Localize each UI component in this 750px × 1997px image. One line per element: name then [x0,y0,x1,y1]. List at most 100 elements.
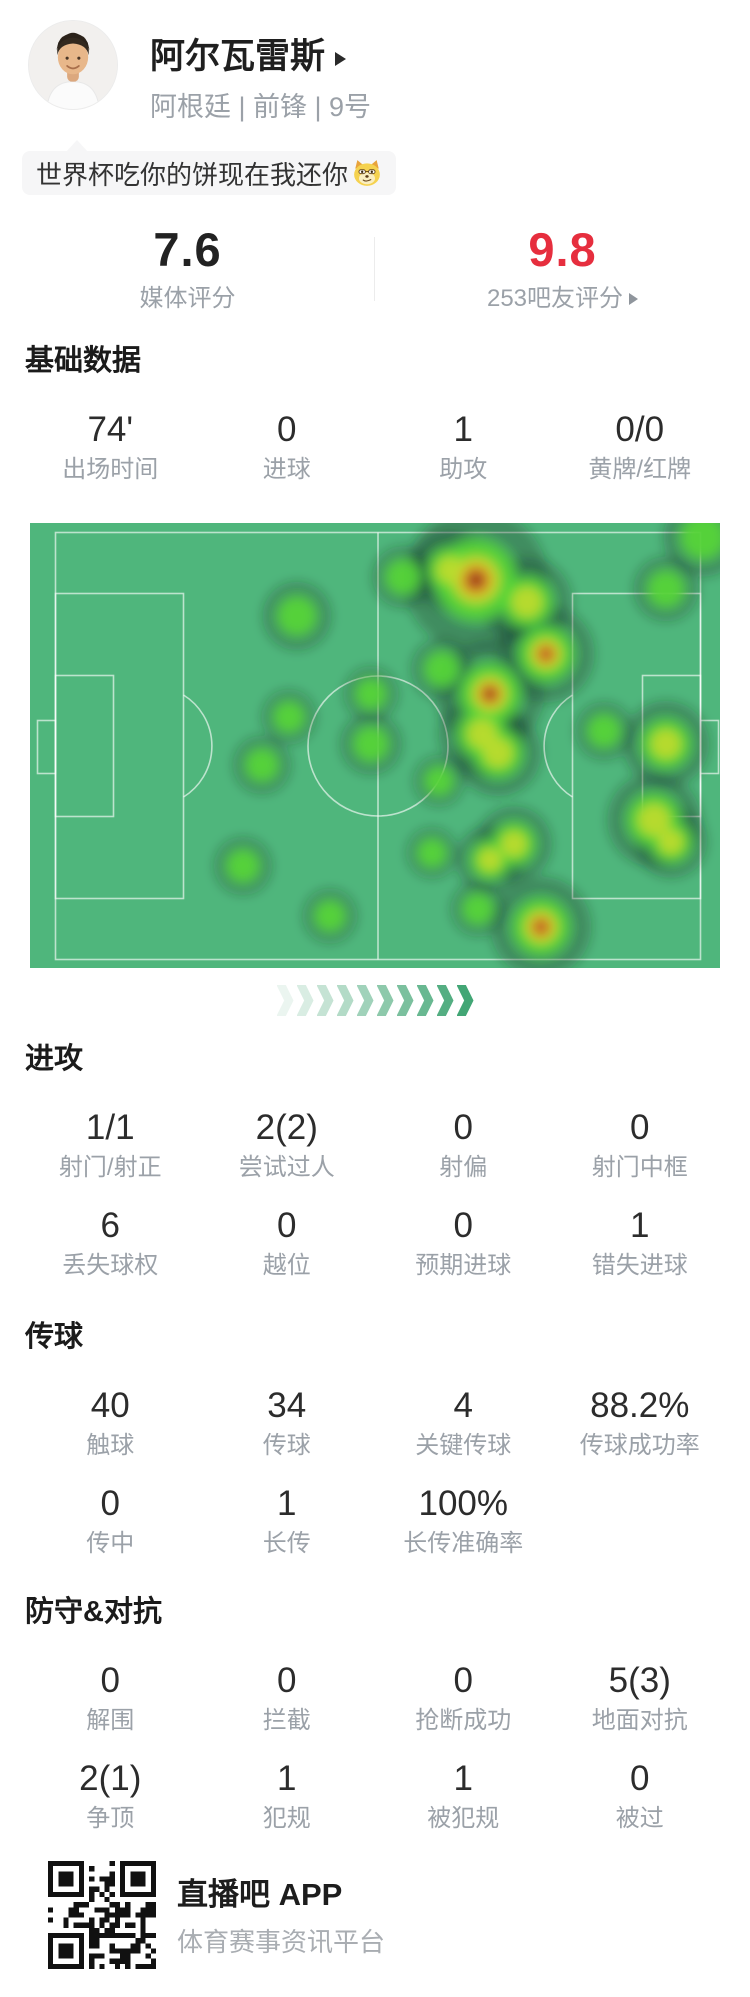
attack-direction-chevrons [0,985,750,1016]
stat-value: 1 [630,1206,650,1245]
stat-label: 丢失球权 [62,1252,159,1279]
stat-cell: 0 射偏 [375,1106,552,1182]
stat-cell: 0 传中 [22,1482,199,1558]
stat-row: 0 解围 0 拦截 0 抢断成功 5(3) 地面对抗 [0,1659,750,1735]
stat-cell: 5(3) 地面对抗 [552,1659,729,1735]
qr-code [48,1861,156,1969]
caret-right-icon [335,51,347,66]
stat-cell: 0 进球 [199,408,376,484]
media-rating-label-text: 媒体评分 [139,285,236,312]
ratings-divider [374,237,375,301]
heat-blobs [214,523,720,968]
chevron-right-icon [296,985,314,1016]
stat-rows: 40 触球 34 传球 4 关键传球 88.2% 传球成功率 0 传中 1 长传 100% 长传准确率 [0,1384,750,1558]
stat-label: 出场时间 [62,456,159,483]
stat-label: 被过 [615,1805,664,1832]
stat-cell: 0 射门中框 [552,1106,729,1182]
media-rating-label: 媒体评分 [0,285,375,313]
stat-label: 黄牌/红牌 [588,456,692,483]
stat-rows: 74' 出场时间 0 进球 1 助攻 0/0 黄牌/红牌 [0,408,750,484]
stat-value: 0 [453,1108,473,1147]
stat-value: 1 [453,1759,473,1798]
stat-value: 0 [630,1108,650,1147]
stat-label: 长传准确率 [403,1530,524,1557]
stat-rows: 1/1 射门/射正 2(2) 尝试过人 0 射偏 0 射门中框 6 丢失球权 0 越位 0 预期进球 1 错失… [0,1106,750,1280]
stat-cell: 1 长传 [199,1482,376,1558]
stat-label: 射偏 [439,1154,488,1181]
stat-label: 助攻 [439,456,488,483]
chevron-right-icon [276,985,294,1016]
section-passing: 传球 40 触球 34 传球 4 关键传球 88.2% 传球成功率 0 传中 1 长传 100% 长传准确率 [0,1321,750,1580]
ratings-panel: 7.6 媒体评分 9.8 253吧友评分 [0,224,750,320]
stat-value: 6 [100,1206,120,1245]
stat-value: 0 [453,1661,473,1700]
stat-value: 4 [453,1386,473,1425]
stat-label: 越位 [262,1252,311,1279]
position-heatmap [30,523,720,968]
stat-value: 1 [277,1484,297,1523]
chevron-right-icon [316,985,334,1016]
stat-label: 射门中框 [591,1154,688,1181]
stat-cell: 100% 长传准确率 [375,1482,552,1558]
stat-cell: 0 被过 [552,1757,729,1833]
heatmap-svg [30,523,720,968]
stat-value: 2(2) [255,1108,318,1147]
section-title: 进攻 [25,1043,84,1075]
chevron-right-icon [336,985,354,1016]
quote-text: 世界杯吃你的饼现在我还你 [36,159,349,190]
stat-cell: 1 助攻 [375,408,552,484]
stat-row: 40 触球 34 传球 4 关键传球 88.2% 传球成功率 [0,1384,750,1460]
stat-label: 被犯规 [427,1805,500,1832]
stat-value: 100% [418,1484,509,1523]
player-avatar[interactable] [28,20,118,110]
stat-value: 1 [277,1759,297,1798]
app-name: 直播吧 APP [177,1877,343,1912]
stat-value: 0 [630,1759,650,1798]
stat-label: 犯规 [262,1805,311,1832]
stat-value: 1/1 [85,1108,135,1147]
stat-label: 争顶 [86,1805,135,1832]
section-defense: 防守&对抗 0 解围 0 拦截 0 抢断成功 5(3) 地面对抗 2(1) 争顶 1 犯规 1 被犯规 0 被过 [0,1596,750,1855]
stat-value: 0 [100,1484,120,1523]
stat-cell: 34 传球 [199,1384,376,1460]
stat-cell: 1 被犯规 [375,1757,552,1833]
stat-cell: 88.2% 传球成功率 [552,1384,729,1460]
stat-cell: 6 丢失球权 [22,1204,199,1280]
stat-cell: 1/1 射门/射正 [22,1106,199,1182]
stat-value: 0 [453,1206,473,1245]
stat-label: 传球成功率 [579,1432,700,1459]
stat-value: 0 [277,1661,297,1700]
chevron-right-icon [376,985,394,1016]
stat-label: 尝试过人 [238,1154,335,1181]
media-rating-value: 7.6 [153,223,222,276]
qr-code-svg [48,1861,156,1969]
app-tagline: 体育赛事资讯平台 [177,1927,386,1957]
stat-label: 触球 [86,1432,135,1459]
stat-label: 解围 [86,1707,135,1734]
player-name-row[interactable]: 阿尔瓦雷斯 [150,34,347,80]
stat-label: 传中 [86,1530,135,1557]
section-attack: 进攻 1/1 射门/射正 2(2) 尝试过人 0 射偏 0 射门中框 6 丢失球权 0 越位 0 预期进球 1… [0,1043,750,1302]
stat-label: 地面对抗 [591,1707,688,1734]
stat-label: 长传 [262,1530,311,1557]
stat-value: 1 [453,410,473,449]
section-basic-data: 基础数据 74' 出场时间 0 进球 1 助攻 0/0 黄牌/红牌 [0,345,750,506]
stat-label: 抢断成功 [415,1707,512,1734]
stat-value: 40 [90,1386,130,1425]
stat-label: 预期进球 [415,1252,512,1279]
player-photo [29,21,117,109]
fans-rating[interactable]: 9.8 253吧友评分 [375,224,750,313]
stat-value: 0 [277,1206,297,1245]
stat-cell: 0/0 黄牌/红牌 [552,408,729,484]
stat-label: 关键传球 [415,1432,512,1459]
stat-cell: 4 关键传球 [375,1384,552,1460]
stat-value: 2(1) [79,1759,142,1798]
stat-cell: 74' 出场时间 [22,408,199,484]
stat-cell: 0 越位 [199,1204,376,1280]
stat-value: 5(3) [608,1661,671,1700]
stat-value: 0/0 [615,410,665,449]
stat-value: 0 [277,410,297,449]
section-title: 基础数据 [25,345,142,377]
media-rating: 7.6 媒体评分 [0,224,375,313]
chevron-right-icon [416,985,434,1016]
